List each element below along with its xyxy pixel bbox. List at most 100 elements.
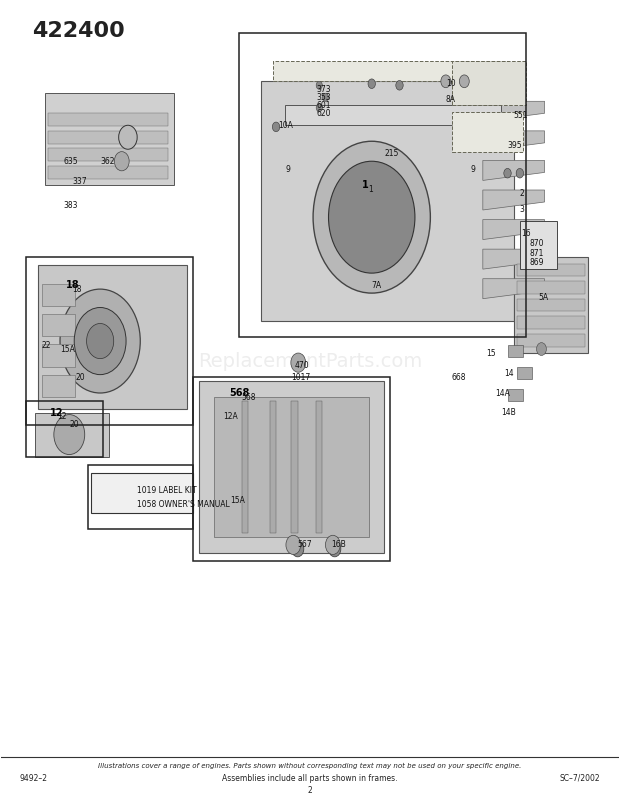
Polygon shape [48,113,168,126]
Bar [452,61,526,105]
Bar [91,473,193,513]
Polygon shape [48,166,168,179]
Text: 7A: 7A [372,281,382,290]
Polygon shape [270,401,276,533]
Bar [88,465,193,529]
Polygon shape [42,375,76,397]
Text: 8A: 8A [446,95,456,104]
Text: 20: 20 [76,372,85,382]
Text: 1: 1 [362,180,369,190]
Text: 12A: 12A [224,412,238,422]
Text: 353: 353 [316,93,331,102]
Circle shape [316,81,322,89]
Circle shape [329,161,415,273]
Polygon shape [273,61,508,81]
Polygon shape [291,401,298,533]
Text: 16B: 16B [332,541,347,549]
Text: 15A: 15A [230,496,245,505]
Circle shape [272,122,280,132]
Text: SC–7/2002: SC–7/2002 [559,774,600,783]
Circle shape [441,75,451,87]
Circle shape [322,93,329,101]
Circle shape [536,342,546,355]
Bar [26,401,104,457]
Polygon shape [516,298,585,311]
Text: 383: 383 [63,200,78,209]
Polygon shape [516,367,532,379]
Text: 337: 337 [73,176,87,186]
Text: Assemblies include all parts shown in frames.: Assemblies include all parts shown in fr… [222,774,398,783]
Text: 16: 16 [521,229,531,237]
Text: 668: 668 [452,372,466,382]
Text: 1: 1 [369,184,373,194]
Text: 3: 3 [520,205,525,213]
Circle shape [536,255,546,268]
Polygon shape [483,220,544,240]
Text: 18: 18 [66,280,79,290]
Text: 362: 362 [100,156,115,166]
Polygon shape [516,282,585,294]
Circle shape [329,541,341,557]
Circle shape [60,289,140,393]
Polygon shape [516,316,585,329]
Bar [193,377,390,561]
Text: ReplacementParts.com: ReplacementParts.com [198,351,422,371]
Polygon shape [483,160,544,180]
Bar [520,221,557,269]
Circle shape [114,152,129,171]
Text: 422400: 422400 [32,22,125,42]
Polygon shape [483,131,544,151]
Circle shape [291,541,304,557]
Text: 15A: 15A [60,345,75,354]
Text: 9492–2: 9492–2 [20,774,48,783]
Circle shape [504,168,511,178]
Text: Illustrations cover a range of engines. Parts shown without corresponding text m: Illustrations cover a range of engines. … [99,764,521,769]
Bar [239,34,526,337]
Text: 1019 LABEL KIT: 1019 LABEL KIT [137,486,197,495]
Bar [452,111,523,152]
Circle shape [118,125,137,149]
Text: 871: 871 [529,249,544,257]
Text: 215: 215 [384,148,399,158]
Text: 15: 15 [486,349,495,358]
Polygon shape [483,249,544,269]
Polygon shape [516,264,585,277]
Circle shape [459,75,469,87]
Circle shape [313,141,430,293]
Circle shape [87,323,113,358]
Circle shape [286,535,301,554]
Text: 568: 568 [229,388,249,398]
Text: 1017: 1017 [291,372,311,382]
Text: 22: 22 [42,341,51,350]
Polygon shape [316,401,322,533]
Text: 568: 568 [241,392,255,402]
Text: 14B: 14B [502,408,516,418]
Polygon shape [42,314,76,336]
Bar [45,93,174,185]
Polygon shape [199,381,384,553]
Circle shape [74,307,126,375]
Bar [35,413,109,457]
Polygon shape [514,257,588,353]
Text: 18: 18 [73,285,82,294]
Polygon shape [38,265,187,409]
Circle shape [54,415,85,455]
Text: 10A: 10A [278,121,293,130]
Text: 2: 2 [520,188,525,198]
Text: 14: 14 [505,369,514,378]
Text: 1058 OWNER'S MANUAL: 1058 OWNER'S MANUAL [137,500,230,509]
Text: 12: 12 [57,412,66,422]
Polygon shape [285,105,502,125]
Text: 551: 551 [514,111,528,120]
Text: 9: 9 [285,164,290,174]
Text: 869: 869 [529,258,544,267]
Polygon shape [483,101,544,121]
Text: 620: 620 [316,109,330,118]
Text: 601: 601 [316,101,330,110]
Polygon shape [42,344,76,367]
Bar [26,257,193,425]
Text: 870: 870 [529,239,544,248]
Polygon shape [260,81,514,321]
Text: 373: 373 [316,85,331,94]
Circle shape [396,80,403,90]
